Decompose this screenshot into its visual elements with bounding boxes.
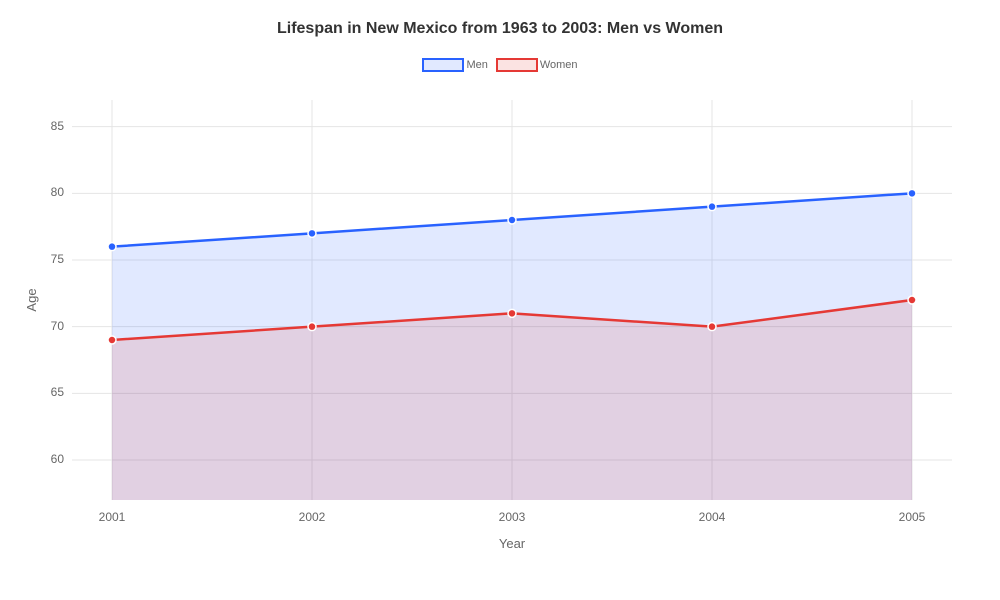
legend-item-women[interactable]: Women [496, 58, 578, 72]
y-tick-label: 80 [51, 185, 64, 199]
y-tick-label: 70 [51, 319, 64, 333]
y-tick-label: 60 [51, 452, 64, 466]
x-tick-label: 2004 [699, 510, 726, 524]
x-tick-label: 2001 [99, 510, 126, 524]
x-tick-label: 2003 [499, 510, 526, 524]
x-axis-label: Year [499, 536, 525, 551]
x-tick-label: 2002 [299, 510, 326, 524]
chart-svg [72, 100, 952, 500]
legend-swatch-women [496, 58, 538, 72]
x-tick-label: 2005 [899, 510, 926, 524]
chart-container: Lifespan in New Mexico from 1963 to 2003… [0, 0, 1000, 600]
legend-item-men[interactable]: Men [422, 58, 487, 72]
chart-title: Lifespan in New Mexico from 1963 to 2003… [0, 0, 1000, 38]
y-tick-label: 85 [51, 119, 64, 133]
y-tick-label: 75 [51, 252, 64, 266]
legend-label-men: Men [466, 59, 487, 71]
legend: Men Women [0, 58, 1000, 72]
y-tick-label: 65 [51, 385, 64, 399]
legend-label-women: Women [540, 59, 578, 71]
plot-area [72, 100, 952, 500]
y-axis-label: Age [24, 288, 39, 311]
legend-swatch-men [422, 58, 464, 72]
